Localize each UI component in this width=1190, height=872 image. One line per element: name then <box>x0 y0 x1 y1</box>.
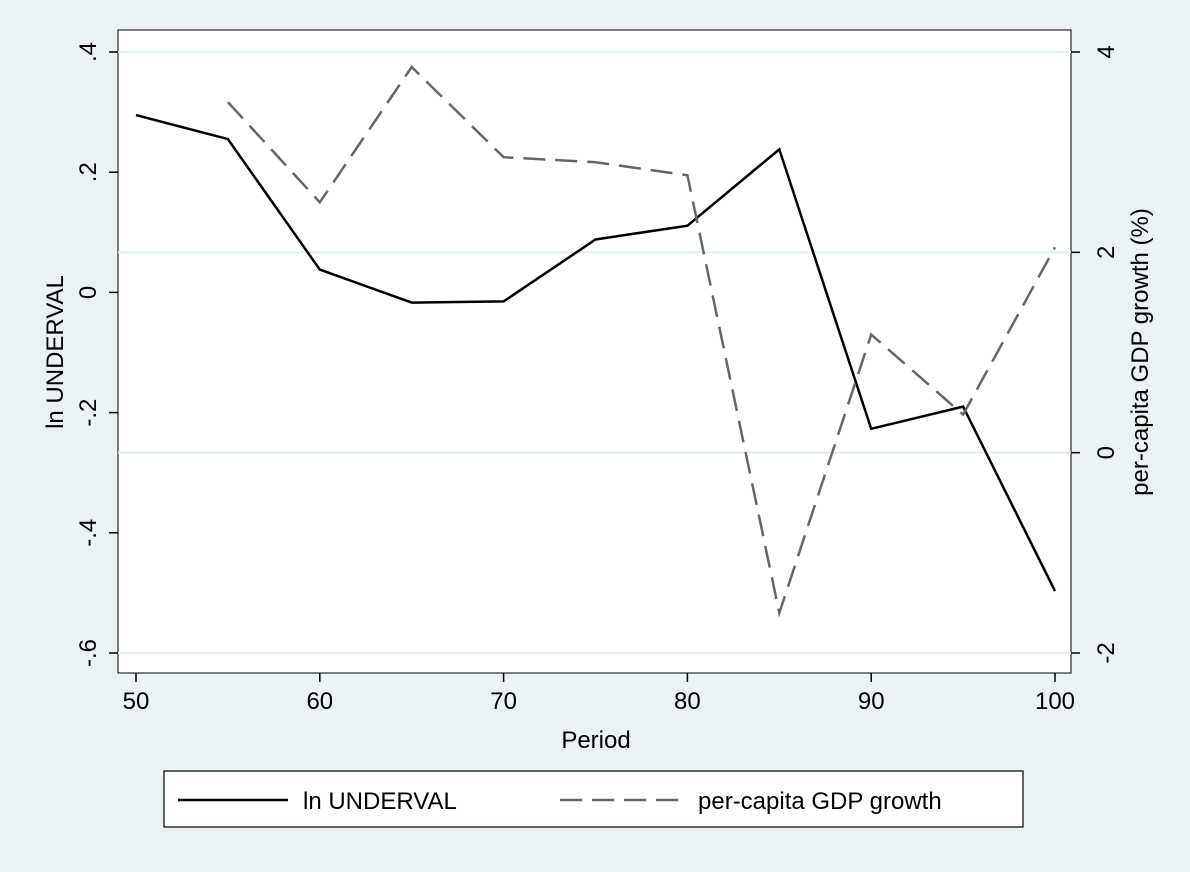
legend-label-gdp-growth: per-capita GDP growth <box>698 788 942 815</box>
y-right-axis-label: per-capita GDP growth (%) <box>1127 208 1154 496</box>
x-tick-label: 60 <box>306 688 333 715</box>
y-right-tick-label: 0 <box>1093 446 1120 459</box>
y-left-tick-label: .2 <box>75 162 102 182</box>
y-left-axis-label: ln UNDERVAL <box>42 275 69 429</box>
x-tick-label: 100 <box>1035 688 1075 715</box>
x-tick-label: 90 <box>858 688 885 715</box>
legend-label-ln-underval: ln UNDERVAL <box>303 788 457 815</box>
y-right-tick-label: -2 <box>1093 642 1120 663</box>
y-left-tick-label: .4 <box>75 42 102 62</box>
y-left-tick-label: -.2 <box>75 399 102 427</box>
y-left-tick-label: -.6 <box>75 639 102 667</box>
x-tick-label: 50 <box>123 688 150 715</box>
x-axis-label: Period <box>561 727 630 754</box>
y-left-tick-label: -.4 <box>75 519 102 547</box>
x-tick-label: 70 <box>490 688 517 715</box>
x-tick-label: 80 <box>674 688 701 715</box>
y-right-tick-label: 2 <box>1093 246 1120 259</box>
legend: ln UNDERVAL per-capita GDP growth <box>164 771 1023 827</box>
y-left-tick-label: 0 <box>75 286 102 299</box>
plot-area <box>118 30 1071 673</box>
y-right-tick-label: 4 <box>1093 45 1120 58</box>
